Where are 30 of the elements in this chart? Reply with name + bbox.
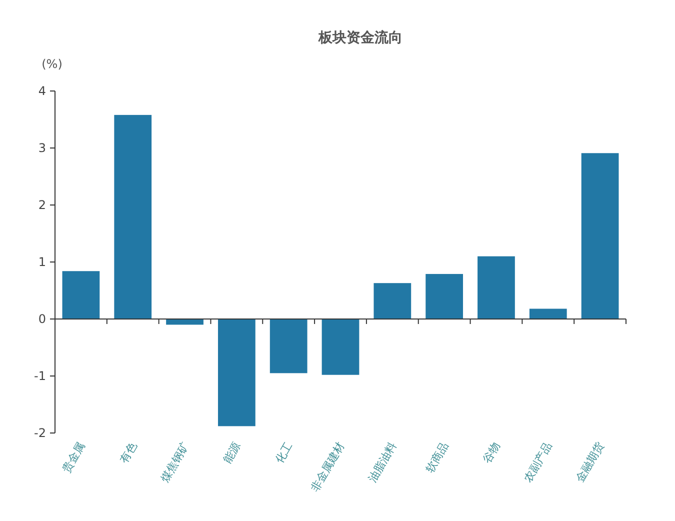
- bar: [322, 319, 360, 375]
- bar: [114, 114, 152, 319]
- x-tick-label: 金融期货: [573, 440, 607, 485]
- y-tick-label: 4: [38, 84, 46, 98]
- y-tick-label: -1: [34, 369, 46, 383]
- y-tick-label: -2: [34, 426, 46, 440]
- x-tick-label: 贵金属: [60, 440, 88, 476]
- y-tick-label: 2: [38, 198, 46, 212]
- x-tick-label: 能源: [221, 440, 244, 466]
- y-tick-label: 3: [38, 141, 46, 155]
- bar: [218, 319, 256, 426]
- x-tick-label: 煤焦钢矿: [158, 440, 192, 485]
- x-tick-label: 化工: [272, 440, 296, 466]
- y-axis-title: (%): [42, 57, 62, 71]
- bar: [478, 256, 515, 319]
- chart-title: 板块资金流向: [318, 29, 402, 46]
- x-tick-label: 有色: [117, 440, 140, 466]
- x-tick-label: 农副产品: [521, 440, 555, 485]
- bar: [529, 308, 567, 319]
- x-tick-label: 非金属建材: [308, 440, 348, 494]
- bar: [62, 271, 100, 319]
- x-tick-label: 谷物: [480, 440, 503, 466]
- x-tick-label: 软商品: [423, 440, 451, 476]
- y-tick-label: 0: [38, 312, 46, 326]
- bar: [270, 319, 308, 374]
- bar: [426, 274, 464, 319]
- x-tick-label: 油脂油料: [366, 440, 400, 485]
- bar: [581, 153, 619, 319]
- bar: [374, 283, 412, 319]
- y-tick-label: 1: [38, 255, 46, 269]
